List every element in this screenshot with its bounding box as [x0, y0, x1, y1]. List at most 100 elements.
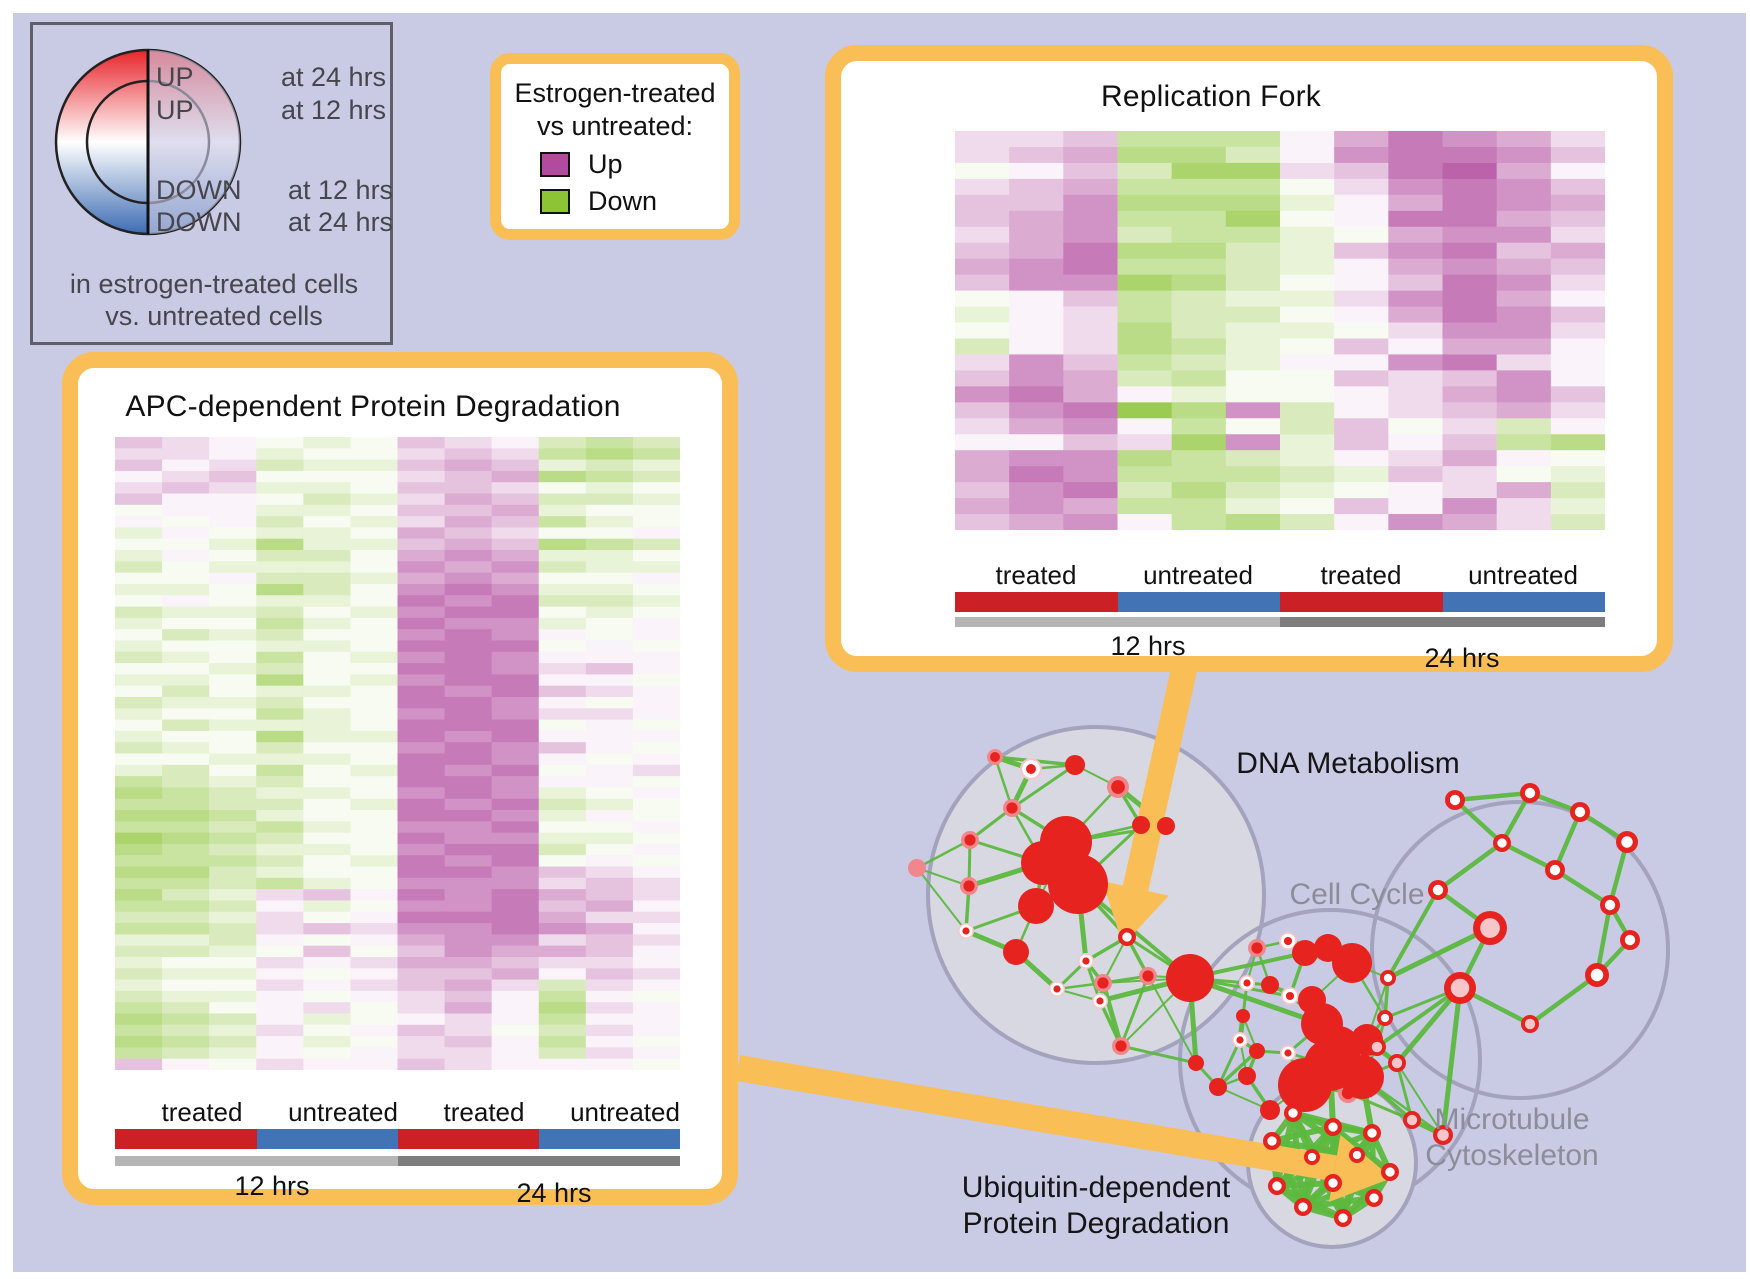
- cluster-label-0: DNA Metabolism: [1236, 747, 1460, 780]
- rf-untreated-bar-12h: [1118, 592, 1280, 612]
- apc-group-label-2: untreated: [288, 1097, 398, 1127]
- network-node: [1280, 1045, 1296, 1061]
- network-node: [1444, 972, 1476, 1004]
- ring-legend-time-4: at 24 hrs: [288, 207, 394, 237]
- network-edge: [1011, 763, 1076, 810]
- network-node: [1107, 776, 1129, 798]
- network-edge: [1395, 986, 1462, 1065]
- pointer-arrow-head: [1329, 1134, 1392, 1202]
- network-edge: [1386, 925, 1492, 981]
- network-node: [958, 923, 974, 939]
- network-node: [1003, 799, 1021, 817]
- network-edge: [1271, 1124, 1334, 1144]
- network-node: [1381, 1163, 1399, 1181]
- rf-24hrs-bar: [1280, 617, 1605, 627]
- network-node: [1260, 1100, 1280, 1120]
- ring-legend-dir-2: UP: [156, 95, 194, 125]
- network-node: [1334, 1209, 1352, 1227]
- network-edge: [1552, 811, 1583, 871]
- apc-panel-title: APC-dependent Protein Degradation: [125, 390, 621, 423]
- network-node: [1236, 1009, 1250, 1023]
- network-node: [1048, 854, 1108, 914]
- network-node: [1157, 817, 1175, 835]
- network-edge: [1528, 973, 1599, 1026]
- network-node: [1349, 1147, 1365, 1163]
- pointer-arrow-head: [1102, 881, 1169, 945]
- network-edge: [1120, 1044, 1197, 1065]
- page-margin-top: [0, 0, 1750, 13]
- cluster-label-2: Microtubule: [1434, 1103, 1590, 1136]
- network-node: [1003, 939, 1029, 965]
- apc-heatmap: [115, 437, 680, 1070]
- network-node: [1279, 932, 1297, 950]
- cluster-label-1: Cell Cycle: [1289, 878, 1425, 911]
- network-node: [1209, 1078, 1227, 1096]
- network-node: [1018, 888, 1054, 924]
- apc-treated-bar-12h: [115, 1129, 257, 1149]
- network-node: [1324, 1174, 1342, 1192]
- network-node: [1292, 940, 1318, 966]
- network-node: [1620, 930, 1640, 950]
- pointer-arrow-shaft: [735, 1055, 1337, 1182]
- replication-fork-panel: Replication Fork treated untreated treat…: [825, 45, 1673, 673]
- network-node: [1294, 1198, 1312, 1216]
- up-down-ring-icon: [54, 48, 242, 236]
- page-margin-bottom: [0, 1272, 1750, 1279]
- network-edge: [1436, 841, 1504, 892]
- network-node: [1363, 1124, 1381, 1142]
- network-node: [1238, 1067, 1256, 1085]
- network-edge: [1396, 1062, 1444, 1136]
- network-edge: [1302, 1195, 1375, 1210]
- page-margin-right: [1746, 0, 1750, 1279]
- network-edge: [1453, 798, 1504, 845]
- apc-12hrs-label: 12 hrs: [234, 1171, 310, 1201]
- ring-legend-dir-4: DOWN: [156, 207, 242, 237]
- network-node: [1332, 943, 1372, 983]
- ring-legend-time-1: at 24 hrs: [281, 62, 387, 92]
- network-node: [1520, 783, 1540, 803]
- apc-heatmap-panel: APC-dependent Protein Degradation treate…: [62, 352, 738, 1208]
- network-node: [1232, 1032, 1248, 1048]
- color-legend-box: Estrogen-treated vs untreated: Up Down: [490, 53, 740, 240]
- network-node: [1304, 1149, 1320, 1165]
- network-edge: [916, 867, 970, 887]
- apc-24hrs-label: 24 hrs: [516, 1178, 592, 1208]
- rf-24hrs-label: 24 hrs: [1424, 643, 1500, 673]
- network-node: [1365, 1189, 1383, 1207]
- network-node: [960, 877, 978, 895]
- apc-untreated-bar-24h: [539, 1129, 680, 1149]
- up-color-swatch: [540, 151, 570, 177]
- ring-legend-dir-3: DOWN: [156, 175, 242, 205]
- network-node: [1473, 911, 1507, 945]
- network-node: [961, 831, 979, 849]
- up-label: Up: [588, 148, 623, 179]
- network-edge: [1386, 889, 1440, 979]
- rf-treated-bar-24h: [1280, 592, 1443, 612]
- network-node: [1092, 993, 1108, 1009]
- network-node: [908, 859, 926, 877]
- apc-24hrs-bar: [398, 1156, 680, 1166]
- network-node: [1616, 831, 1638, 853]
- rf-group-label-1: treated: [995, 560, 1077, 590]
- network-node: [1132, 816, 1150, 834]
- cluster-label-3: Cytoskeleton: [1425, 1139, 1599, 1172]
- down-color-swatch: [540, 188, 570, 214]
- ring-legend-time-2: at 12 hrs: [281, 95, 387, 125]
- rf-panel-title: Replication Fork: [1101, 80, 1321, 113]
- ring-legend-box: UP at 24 hrs UP at 12 hrs DOWN at 12 hrs…: [30, 22, 393, 345]
- network-node: [1324, 1118, 1342, 1136]
- network-node: [1049, 981, 1065, 997]
- network-edge: [1454, 790, 1531, 803]
- color-legend-title-1: Estrogen-treated: [514, 77, 716, 108]
- apc-treated-bar-24h: [398, 1129, 539, 1149]
- page-margin-left: [0, 0, 13, 1279]
- network-edge: [1147, 975, 1197, 1064]
- rf-untreated-bar-24h: [1443, 592, 1605, 612]
- network-node: [1188, 1055, 1204, 1071]
- pointer-arrow-shaft: [1122, 662, 1198, 892]
- network-node: [1380, 970, 1396, 986]
- network-node: [1545, 860, 1565, 880]
- network-node: [1239, 975, 1255, 991]
- network-node: [1388, 1054, 1406, 1072]
